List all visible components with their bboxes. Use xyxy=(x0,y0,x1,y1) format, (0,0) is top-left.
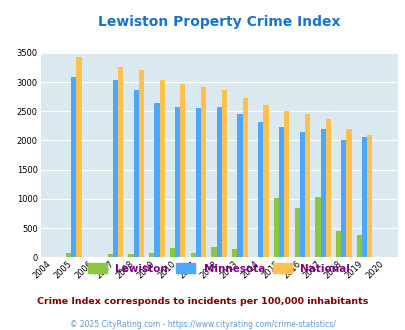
Bar xyxy=(200,87,206,257)
Bar xyxy=(71,77,76,257)
Bar xyxy=(149,253,154,257)
Bar xyxy=(299,132,304,257)
Bar xyxy=(345,129,351,257)
Bar xyxy=(159,80,164,257)
Bar xyxy=(175,107,180,257)
Bar xyxy=(361,137,367,257)
Bar xyxy=(139,70,144,257)
Bar xyxy=(118,67,123,257)
Bar xyxy=(278,127,284,257)
Bar xyxy=(237,114,242,257)
Bar xyxy=(154,103,159,257)
Bar xyxy=(211,247,216,257)
Bar xyxy=(216,107,221,257)
Bar xyxy=(325,119,330,257)
Bar xyxy=(107,254,113,257)
Text: Lewiston Property Crime Index: Lewiston Property Crime Index xyxy=(98,15,340,29)
Bar xyxy=(273,198,278,257)
Bar xyxy=(320,129,325,257)
Bar xyxy=(66,253,71,257)
Bar xyxy=(284,111,289,257)
Bar xyxy=(367,135,371,257)
Bar xyxy=(304,114,309,257)
Legend: Lewiston, Minnesota, National: Lewiston, Minnesota, National xyxy=(88,263,350,274)
Text: Crime Index corresponds to incidents per 100,000 inhabitants: Crime Index corresponds to incidents per… xyxy=(37,297,368,307)
Bar xyxy=(180,84,185,257)
Bar xyxy=(242,98,247,257)
Bar xyxy=(335,231,341,257)
Bar xyxy=(76,57,81,257)
Bar xyxy=(258,122,263,257)
Bar xyxy=(133,90,139,257)
Bar xyxy=(294,208,299,257)
Bar xyxy=(221,90,226,257)
Bar xyxy=(263,105,268,257)
Bar xyxy=(190,253,195,257)
Bar xyxy=(356,235,361,257)
Bar xyxy=(232,248,237,257)
Text: © 2025 CityRating.com - https://www.cityrating.com/crime-statistics/: © 2025 CityRating.com - https://www.city… xyxy=(70,319,335,329)
Bar xyxy=(128,254,133,257)
Bar xyxy=(113,80,118,257)
Bar xyxy=(169,248,175,257)
Bar xyxy=(315,197,320,257)
Bar xyxy=(341,140,345,257)
Bar xyxy=(195,108,200,257)
